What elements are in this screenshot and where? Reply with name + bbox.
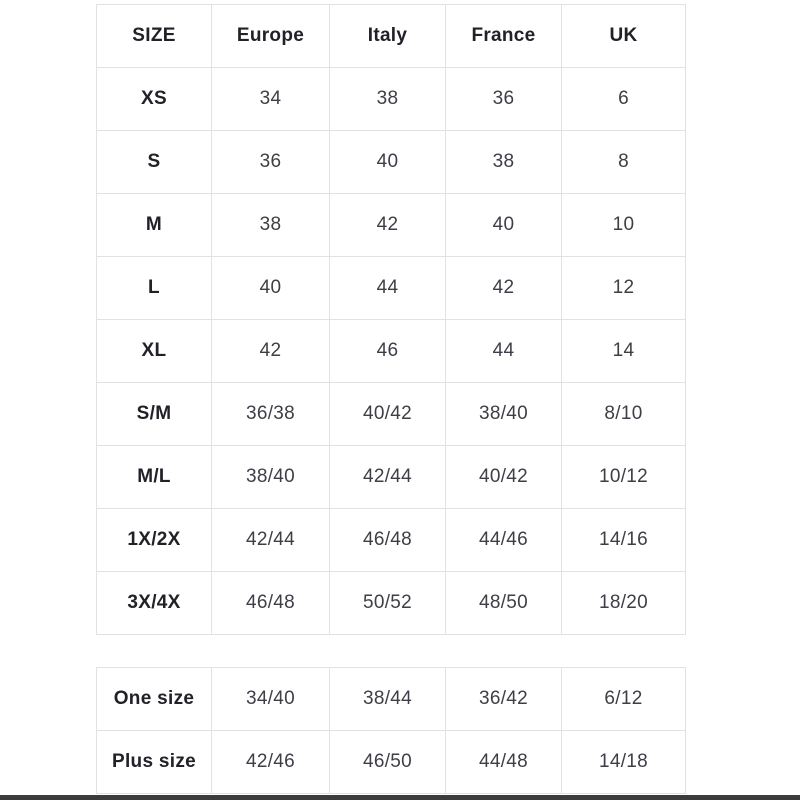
row-label-cell: L — [96, 256, 212, 320]
row-label-cell: S — [96, 130, 212, 194]
value-cell: 42 — [329, 193, 446, 257]
header-row: SIZE Europe Italy France UK — [96, 4, 686, 68]
row-label-cell: Plus size — [96, 730, 212, 794]
row-label-cell: S/M — [96, 382, 212, 446]
value-cell: 18/20 — [561, 571, 686, 635]
header-cell: France — [445, 4, 562, 68]
header-cell: UK — [561, 4, 686, 68]
value-cell: 10/12 — [561, 445, 686, 509]
header-cell: SIZE — [96, 4, 212, 68]
value-cell: 38 — [211, 193, 330, 257]
value-cell: 46/50 — [329, 730, 446, 794]
table-row: One size 34/40 38/44 36/42 6/12 — [96, 667, 686, 731]
value-cell: 12 — [561, 256, 686, 320]
table-row: S 36 40 38 8 — [96, 130, 686, 194]
value-cell: 36/42 — [445, 667, 562, 731]
row-label-cell: 3X/4X — [96, 571, 212, 635]
value-cell: 42/46 — [211, 730, 330, 794]
value-cell: 34/40 — [211, 667, 330, 731]
value-cell: 6/12 — [561, 667, 686, 731]
value-cell: 38/40 — [445, 382, 562, 446]
value-cell: 40/42 — [445, 445, 562, 509]
value-cell: 42 — [445, 256, 562, 320]
value-cell: 48/50 — [445, 571, 562, 635]
value-cell: 36 — [211, 130, 330, 194]
value-cell: 38/44 — [329, 667, 446, 731]
row-label-cell: XL — [96, 319, 212, 383]
table-row: 3X/4X 46/48 50/52 48/50 18/20 — [96, 571, 686, 635]
footer-divider-bar — [0, 795, 800, 800]
row-label-cell: One size — [96, 667, 212, 731]
value-cell: 38 — [445, 130, 562, 194]
special-sizes-table: One size 34/40 38/44 36/42 6/12 Plus size 42/4… — [96, 667, 686, 794]
value-cell: 50/52 — [329, 571, 446, 635]
table-row: L 40 44 42 12 — [96, 256, 686, 320]
value-cell: 8/10 — [561, 382, 686, 446]
value-cell: 46/48 — [329, 508, 446, 572]
value-cell: 38/40 — [211, 445, 330, 509]
row-label-cell: 1X/2X — [96, 508, 212, 572]
value-cell: 42/44 — [329, 445, 446, 509]
value-cell: 36/38 — [211, 382, 330, 446]
value-cell: 44/48 — [445, 730, 562, 794]
row-label-cell: M — [96, 193, 212, 257]
table-row: M/L 38/40 42/44 40/42 10/12 — [96, 445, 686, 509]
table-row: Plus size 42/46 46/50 44/48 14/18 — [96, 730, 686, 794]
value-cell: 44 — [445, 319, 562, 383]
row-label-cell: M/L — [96, 445, 212, 509]
table-row: XS 34 38 36 6 — [96, 67, 686, 131]
value-cell: 42 — [211, 319, 330, 383]
value-cell: 44/46 — [445, 508, 562, 572]
table-row: S/M 36/38 40/42 38/40 8/10 — [96, 382, 686, 446]
table-row: XL 42 46 44 14 — [96, 319, 686, 383]
value-cell: 40 — [329, 130, 446, 194]
value-cell: 38 — [329, 67, 446, 131]
table-row: 1X/2X 42/44 46/48 44/46 14/16 — [96, 508, 686, 572]
value-cell: 46 — [329, 319, 446, 383]
value-cell: 6 — [561, 67, 686, 131]
value-cell: 40 — [211, 256, 330, 320]
size-conversion-table: SIZE Europe Italy France UK XS 34 38 36 6 S 36 40 38… — [96, 4, 686, 635]
value-cell: 40/42 — [329, 382, 446, 446]
value-cell: 14 — [561, 319, 686, 383]
value-cell: 34 — [211, 67, 330, 131]
value-cell: 10 — [561, 193, 686, 257]
value-cell: 14/18 — [561, 730, 686, 794]
value-cell: 42/44 — [211, 508, 330, 572]
header-cell: Europe — [211, 4, 330, 68]
value-cell: 36 — [445, 67, 562, 131]
value-cell: 46/48 — [211, 571, 330, 635]
value-cell: 40 — [445, 193, 562, 257]
value-cell: 14/16 — [561, 508, 686, 572]
value-cell: 44 — [329, 256, 446, 320]
table-row: M 38 42 40 10 — [96, 193, 686, 257]
value-cell: 8 — [561, 130, 686, 194]
header-cell: Italy — [329, 4, 446, 68]
row-label-cell: XS — [96, 67, 212, 131]
